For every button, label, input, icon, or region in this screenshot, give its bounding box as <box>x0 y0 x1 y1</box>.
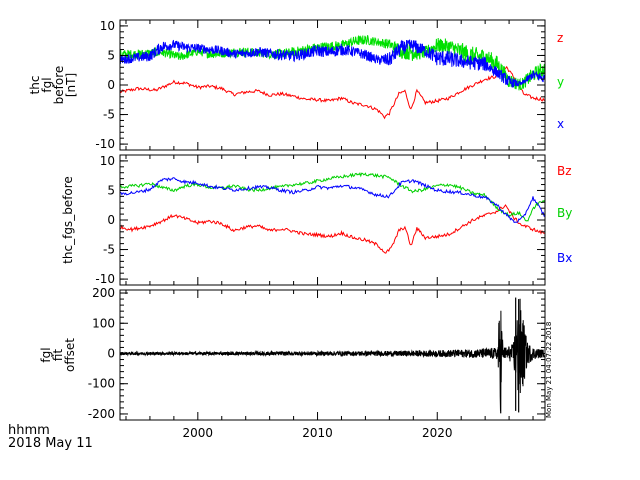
y-axis-label-line: thc_fgs_before <box>61 176 75 264</box>
y-axis-label-line: fgl <box>40 77 54 92</box>
timestamp-label: Mon May 21 04:07:22 2018 <box>545 322 553 418</box>
y-axis-label-line: fgl <box>39 347 53 362</box>
y-tick-label: 10 <box>100 19 115 33</box>
y-tick-label: -200 <box>88 407 115 421</box>
y-tick-label: 10 <box>100 154 115 168</box>
footer-date-block: hhmm 2018 May 11 <box>8 424 93 450</box>
axes-frame <box>119 19 546 151</box>
y-tick-label: -5 <box>103 108 115 122</box>
y-tick-label: 5 <box>107 183 115 197</box>
y-tick-label: 0 <box>107 78 115 92</box>
panel-2: Bz By Bx -10 -5 0 5 10 thc_fgs_before <box>61 154 572 286</box>
y-tick-label: 5 <box>107 48 115 62</box>
x-tick-label: 2010 <box>302 426 333 440</box>
legend-x: x <box>557 117 564 131</box>
x-tick-label: 2000 <box>183 426 214 440</box>
y-axis-label-line: fit <box>51 349 65 362</box>
y-tick-label: 100 <box>92 316 115 330</box>
plot-area <box>120 34 545 120</box>
y-tick-label: -100 <box>88 377 115 391</box>
legend-z: z <box>557 31 563 45</box>
footer-line-2: 2018 May 11 <box>8 436 93 451</box>
y-tick-label: -5 <box>103 243 115 257</box>
y-tick-label: -10 <box>95 272 115 286</box>
series-bz-line <box>120 204 545 254</box>
plot-area <box>120 297 545 414</box>
y-tick-label: -10 <box>95 137 115 151</box>
y-axis-label-line: thc <box>28 76 42 95</box>
legend-y: y <box>557 75 564 89</box>
legend-bz: Bz <box>557 164 572 178</box>
series-y-line <box>120 34 545 91</box>
axes-frame <box>119 154 546 286</box>
x-tick-label: 2020 <box>422 426 453 440</box>
y-axis-label-line: [nT] <box>64 73 78 97</box>
y-axis-label-line: offset <box>63 338 77 372</box>
series-x-line <box>120 39 545 88</box>
footer-line-1: hhmm <box>8 423 50 438</box>
y-tick-label: 0 <box>107 213 115 227</box>
y-axis-label-line: before <box>52 66 66 105</box>
series-bx-line <box>120 177 545 224</box>
series-by-line <box>120 172 545 222</box>
y-tick-label: 0 <box>107 346 115 360</box>
legend-by: By <box>557 206 572 220</box>
plot-area <box>120 172 545 254</box>
series-z-line <box>120 65 545 120</box>
legend-bx: Bx <box>557 251 572 265</box>
y-tick-label: 200 <box>92 286 115 300</box>
series-p3-line <box>120 298 545 412</box>
axes-frame <box>119 289 546 421</box>
